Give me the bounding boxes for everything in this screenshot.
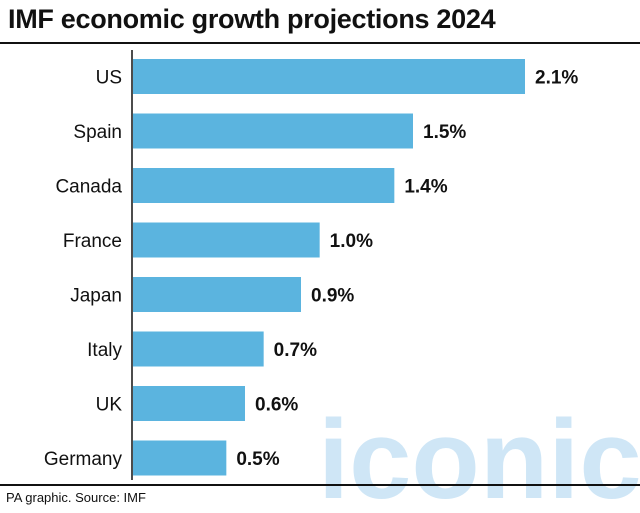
bars-group: US 2.1% Spain 1.5% Canada 1.4% France 1.0% Japan… <box>44 59 578 476</box>
category-label-us: US <box>96 68 122 89</box>
category-label-germany: Germany <box>44 449 123 470</box>
value-label-italy: 0.7% <box>274 340 317 361</box>
value-label-spain: 1.5% <box>423 122 466 143</box>
value-label-canada: 1.4% <box>404 177 447 198</box>
category-label-spain: Spain <box>73 122 122 143</box>
value-label-france: 1.0% <box>330 231 373 252</box>
bar-japan <box>133 277 301 312</box>
watermark: iconic <box>318 397 640 513</box>
value-label-germany: 0.5% <box>236 449 279 470</box>
bar-france <box>133 222 320 258</box>
bar-italy <box>133 331 264 367</box>
category-label-italy: Italy <box>87 340 122 361</box>
bar-us <box>133 59 525 94</box>
category-label-uk: UK <box>96 395 123 416</box>
title-divider <box>0 42 640 44</box>
footer-divider <box>0 484 640 486</box>
bar-uk <box>133 386 245 421</box>
bar-germany <box>133 440 227 476</box>
category-label-france: France <box>63 231 122 252</box>
category-label-japan: Japan <box>70 286 122 307</box>
watermark-text: iconic <box>318 397 640 513</box>
category-label-canada: Canada <box>55 177 122 198</box>
source-note: PA graphic. Source: IMF <box>6 490 146 505</box>
chart-title: IMF economic growth projections 2024 <box>8 4 496 34</box>
bar-spain <box>133 113 413 149</box>
bar-canada <box>133 168 395 203</box>
value-label-uk: 0.6% <box>255 395 298 416</box>
value-label-us: 2.1% <box>535 68 578 89</box>
value-label-japan: 0.9% <box>311 286 354 307</box>
